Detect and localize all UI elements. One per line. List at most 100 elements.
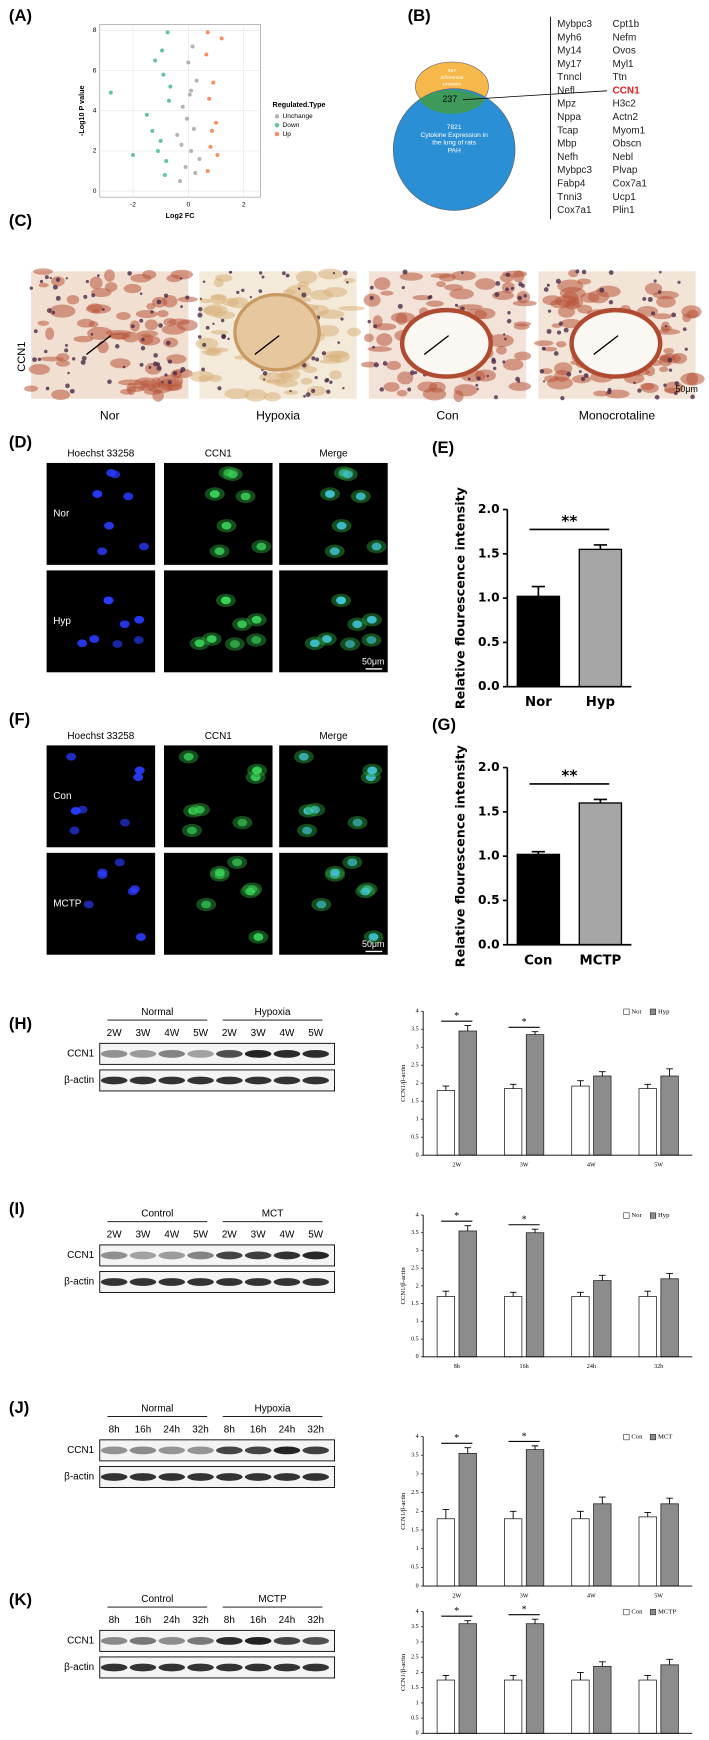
x-tick-label: 4W <box>587 1593 596 1599</box>
bar <box>458 1452 477 1587</box>
error-bar <box>531 585 546 597</box>
panel-label: (E) <box>432 438 454 457</box>
tissue <box>123 283 142 294</box>
error-bar <box>464 1620 472 1624</box>
y-tick-label: 0 <box>416 1583 419 1589</box>
legend-label: Nor <box>631 1212 642 1219</box>
bar <box>571 1679 590 1734</box>
nucleus <box>543 287 549 292</box>
cell <box>201 900 212 909</box>
nucleus <box>180 367 186 373</box>
y-tick-label: 2.0 <box>478 502 500 516</box>
point <box>208 144 213 149</box>
lane-label: 4W <box>279 1028 295 1039</box>
y-tick-label: 2 <box>416 1081 419 1087</box>
nucleus <box>165 340 171 346</box>
tissue <box>499 273 514 283</box>
cell <box>77 639 88 648</box>
point <box>205 169 210 174</box>
lane-label: 16h <box>135 1425 152 1436</box>
band <box>302 1251 330 1260</box>
y-tick-label: 1.5 <box>411 1301 419 1307</box>
nucleus <box>690 394 695 400</box>
nucleus <box>340 317 344 321</box>
legend-label: MCTP <box>658 1609 676 1616</box>
nucleus <box>517 295 523 301</box>
cell <box>329 547 340 556</box>
gene-name: Nebl <box>613 152 633 163</box>
venn-set-b <box>392 88 516 211</box>
error-bar <box>644 1290 652 1297</box>
image-label: Hypoxia <box>256 409 300 423</box>
y-tick-label: 2.5 <box>411 1655 419 1661</box>
tissue <box>347 327 361 337</box>
tissue <box>264 392 281 402</box>
nucleus <box>407 387 412 392</box>
arrow <box>254 335 280 355</box>
cell <box>123 492 134 501</box>
lane-label: 5W <box>308 1028 324 1039</box>
legend-swatch <box>274 114 280 119</box>
lane-label: 5W <box>193 1230 209 1241</box>
row-label: CCN1 <box>16 342 28 372</box>
venn-overlap <box>418 89 486 114</box>
significance-label: * <box>522 1215 527 1226</box>
cell <box>330 868 340 877</box>
x-tick-label: 5W <box>654 1163 663 1169</box>
nucleus <box>52 284 58 290</box>
cell <box>97 868 108 877</box>
gene-name: Mbp <box>557 139 577 150</box>
point <box>207 96 212 101</box>
y-tick-label: 0.5 <box>411 1135 419 1141</box>
significance-label: * <box>454 1606 459 1617</box>
panel-label: (B) <box>408 6 431 25</box>
lane-label: 4W <box>164 1230 180 1241</box>
point <box>153 58 158 63</box>
tissue <box>587 290 610 304</box>
tissue <box>45 327 55 340</box>
axes <box>422 1011 693 1156</box>
bar <box>525 1232 545 1358</box>
image-label: Nor <box>100 409 120 423</box>
y-tick-label: 1.0 <box>478 591 500 605</box>
scale-bar: 50μm <box>676 384 698 394</box>
bar <box>504 1088 523 1156</box>
nucleus <box>507 311 511 315</box>
lane-label: 32h <box>192 1425 209 1436</box>
band <box>100 1049 128 1058</box>
point <box>189 148 194 153</box>
bar <box>458 1030 477 1156</box>
bar <box>593 1075 612 1156</box>
nucleus <box>172 371 176 374</box>
tissue <box>156 310 169 318</box>
tissue <box>501 281 515 294</box>
cell <box>66 752 77 761</box>
tissue <box>577 278 592 285</box>
point <box>197 156 202 161</box>
column-header: Merge <box>319 731 348 742</box>
nucleus <box>258 289 263 293</box>
nucleus <box>583 373 589 378</box>
tissue <box>116 312 131 320</box>
cell <box>352 620 363 629</box>
lumen <box>569 307 663 379</box>
y-tick-label: 0.5 <box>411 1716 419 1722</box>
nucleus <box>546 283 550 287</box>
nucleus <box>505 272 511 277</box>
y-tick-label: 4 <box>416 1609 419 1615</box>
nucleus <box>468 377 471 381</box>
nucleus <box>581 269 587 275</box>
venn-label: 997 <box>448 68 457 74</box>
nucleus <box>566 371 572 377</box>
cell <box>367 766 378 775</box>
group-label: Control <box>141 1209 173 1220</box>
nucleus <box>367 319 371 324</box>
cell <box>138 542 149 551</box>
micrograph <box>360 269 537 403</box>
nucleus <box>503 333 506 336</box>
error-bar <box>577 1510 584 1519</box>
nucleus <box>494 292 500 297</box>
nucleus <box>657 290 662 294</box>
cell <box>237 818 248 827</box>
panel-label: (D) <box>9 432 32 451</box>
